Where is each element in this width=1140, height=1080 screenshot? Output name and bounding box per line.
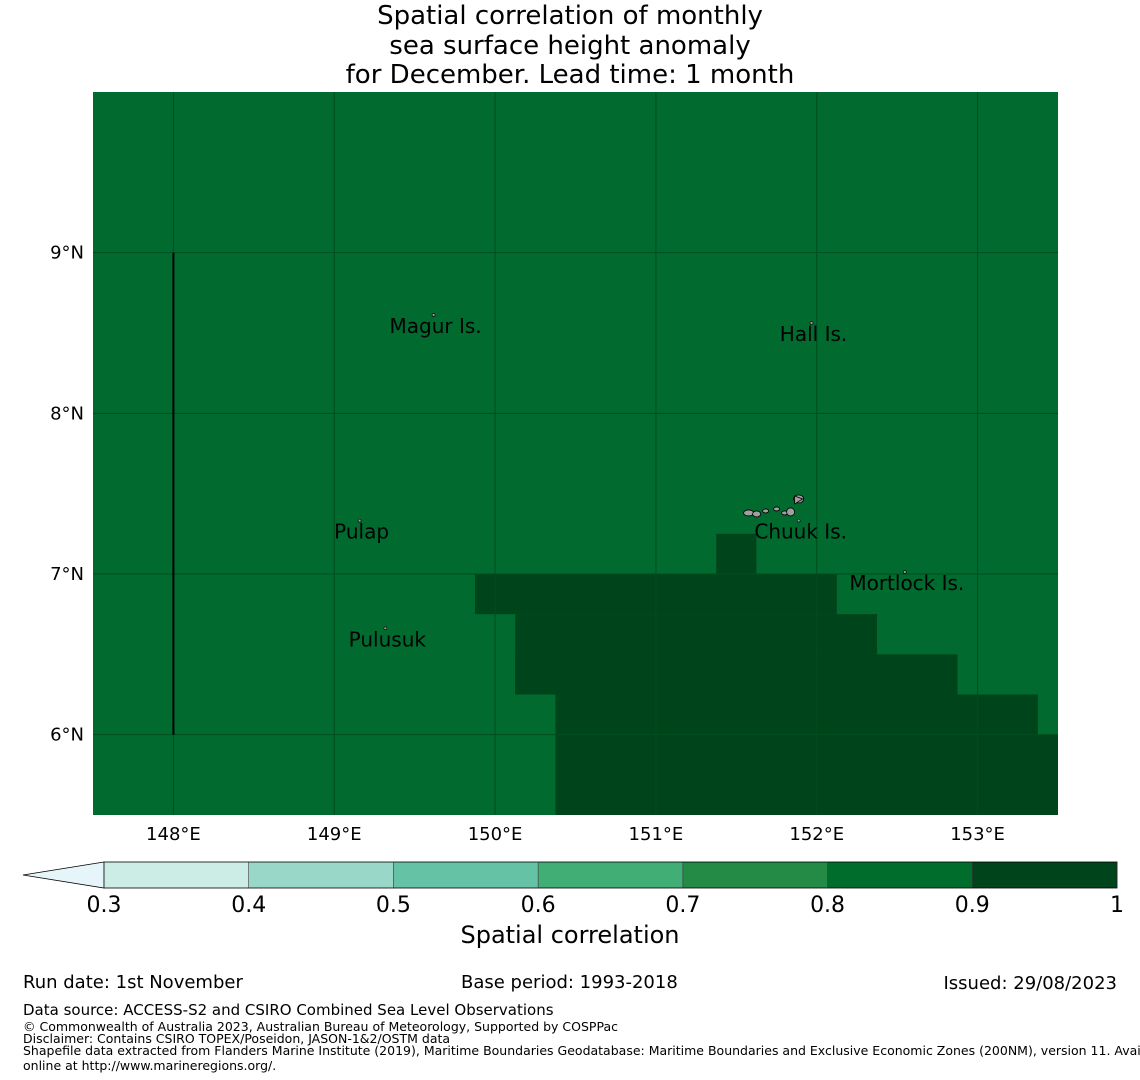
base-period: Base period: 1993-2018 bbox=[461, 972, 678, 993]
island-marker bbox=[383, 626, 388, 631]
island-marker bbox=[796, 518, 801, 523]
colorbar-swatch bbox=[104, 862, 249, 888]
place-label: Pulap bbox=[334, 520, 389, 544]
place-label: Chuuk Is. bbox=[754, 520, 847, 544]
island-shape bbox=[762, 508, 770, 514]
island-marker bbox=[809, 321, 814, 325]
disclaimer: Disclaimer: Contains CSIRO TOPEX/Poseido… bbox=[23, 1031, 451, 1046]
colorbar-swatch bbox=[248, 862, 394, 888]
island-marker bbox=[357, 518, 362, 523]
place-label: Mortlock Is. bbox=[849, 571, 964, 595]
high-correlation-cell bbox=[515, 654, 958, 695]
place-label: Pulusuk bbox=[349, 627, 427, 651]
lon-tick-label: 148°E bbox=[146, 824, 201, 845]
colorbar-tick-label: 1 bbox=[1110, 893, 1124, 918]
colorbar-swatch bbox=[538, 862, 683, 888]
high-correlation-cell bbox=[515, 614, 878, 655]
shapefile-credit-line-2: online at http://www.marineregions.org/. bbox=[23, 1058, 277, 1073]
lon-tick-label: 152°E bbox=[789, 824, 844, 845]
title-line-3: for December. Lead time: 1 month bbox=[345, 60, 795, 90]
place-label: Hall Is. bbox=[780, 322, 847, 346]
high-correlation-cell bbox=[555, 694, 1038, 735]
lon-tick-label: 149°E bbox=[307, 824, 362, 845]
map-title: Spatial correlation of monthly sea surfa… bbox=[0, 1, 1140, 91]
place-label: Magur Is. bbox=[390, 314, 482, 338]
copyright: © Commonwealth of Australia 2023, Austra… bbox=[23, 1019, 618, 1034]
colorbar-tick-label: 0.4 bbox=[231, 893, 266, 918]
map-panel: 148°E 149°E 150°E 151°E 152°E 153°E 9°N 8°N 7°N 6… bbox=[50, 92, 1058, 845]
lat-tick-label: 6°N bbox=[50, 725, 84, 746]
island-shape bbox=[786, 507, 796, 517]
high-correlation-cell bbox=[716, 533, 757, 574]
run-date: Run date: 1st November bbox=[23, 972, 243, 993]
colorbar-tick-label: 0.8 bbox=[810, 893, 845, 918]
colorbar-tick-label: 0.5 bbox=[376, 893, 411, 918]
lat-tick-label: 9°N bbox=[50, 243, 84, 264]
island-shape bbox=[743, 509, 755, 517]
lon-tick-label: 153°E bbox=[950, 824, 1005, 845]
lon-tick-label: 150°E bbox=[468, 824, 523, 845]
title-line-2: sea surface height anomaly bbox=[389, 30, 751, 61]
colorbar-extend-triangle bbox=[22, 861, 105, 889]
colorbar-tick-label: 0.3 bbox=[87, 893, 122, 918]
colorbar-tick-label: 0.9 bbox=[955, 893, 990, 918]
issued-date: Issued: 29/08/2023 bbox=[943, 973, 1117, 994]
colorbar-tick-label: 0.7 bbox=[665, 893, 700, 918]
colorbar: 0.3 0.4 0.5 0.6 0.7 0.8 0.9 1 bbox=[22, 861, 1124, 918]
colorbar-swatch bbox=[682, 862, 828, 888]
colorbar-swatch bbox=[393, 862, 539, 888]
island-marker bbox=[431, 313, 436, 317]
colorbar-swatch bbox=[827, 862, 973, 888]
lat-tick-label: 8°N bbox=[50, 403, 84, 424]
title-line-1: Spatial correlation of monthly bbox=[377, 1, 763, 31]
lat-tick-label: 7°N bbox=[50, 564, 84, 585]
island-shape bbox=[752, 510, 762, 518]
colorbar-tick-label: 0.6 bbox=[521, 893, 556, 918]
island-shape bbox=[794, 495, 804, 505]
high-correlation-cell bbox=[555, 734, 1058, 815]
shapefile-credit-line-1: Shapefile data extracted from Flanders M… bbox=[23, 1043, 1140, 1058]
lon-tick-label: 151°E bbox=[629, 824, 684, 845]
data-source: Data source: ACCESS-S2 and CSIRO Combine… bbox=[23, 1001, 554, 1019]
colorbar-label: Spatial correlation bbox=[460, 921, 680, 949]
island-marker bbox=[903, 570, 907, 574]
island-shape bbox=[773, 506, 781, 512]
colorbar-swatch bbox=[972, 862, 1117, 888]
